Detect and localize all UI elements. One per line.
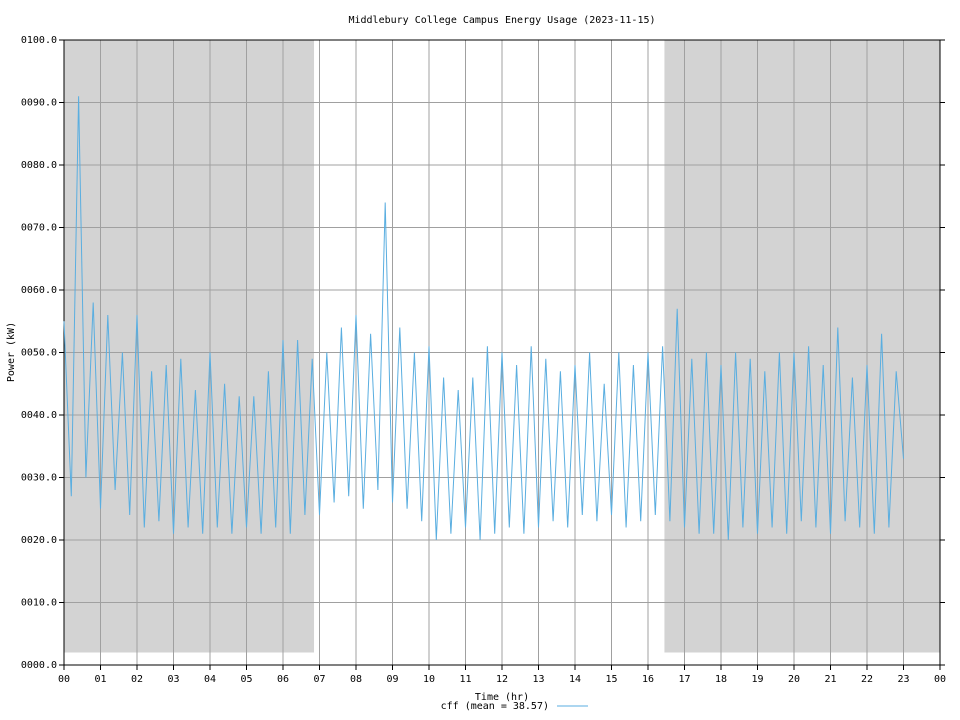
x-axis-label: Time (hr) <box>475 692 529 703</box>
y-axis-label: Power (kW) <box>6 322 17 382</box>
x-tick-label: 22 <box>861 674 873 685</box>
x-tick-label: 00 <box>58 674 70 685</box>
x-tick-label: 20 <box>788 674 800 685</box>
series-line <box>63 96 904 541</box>
x-tick-label: 09 <box>386 674 398 685</box>
y-tick-label: 0070.0 <box>21 223 57 234</box>
chart-title: Middlebury College Campus Energy Usage (… <box>348 15 655 26</box>
x-tick-label: 15 <box>605 674 617 685</box>
legend-label: cff (mean = 38.57) <box>441 701 549 712</box>
y-tick-label: 0090.0 <box>21 98 57 109</box>
x-tick-label: 11 <box>459 674 471 685</box>
x-tick-label: 00 <box>934 674 946 685</box>
y-tick-label: 0030.0 <box>21 473 57 484</box>
night-band <box>64 40 315 653</box>
x-tick-label: 23 <box>897 674 909 685</box>
y-tick-label: 0050.0 <box>21 348 57 359</box>
plot-frame <box>63 39 941 666</box>
x-tick-label: 05 <box>240 674 252 685</box>
x-tick-label: 07 <box>313 674 325 685</box>
y-tick-label: 0060.0 <box>21 285 57 296</box>
x-tick-label: 19 <box>751 674 763 685</box>
night-band <box>664 40 940 653</box>
x-tick-label: 18 <box>715 674 727 685</box>
y-tick-label: 0000.0 <box>21 660 57 671</box>
x-tick-label: 14 <box>569 674 581 685</box>
x-tick-label: 02 <box>131 674 143 685</box>
y-tick-label: 0020.0 <box>21 535 57 546</box>
x-tick-label: 06 <box>277 674 289 685</box>
x-tick-label: 08 <box>350 674 362 685</box>
x-tick-label: 13 <box>532 674 544 685</box>
y-tick-label: 0040.0 <box>21 410 57 421</box>
x-tick-label: 01 <box>94 674 106 685</box>
x-tick-label: 21 <box>824 674 836 685</box>
y-tick-label: 0100.0 <box>21 35 57 46</box>
x-tick-label: 16 <box>642 674 654 685</box>
x-tick-label: 10 <box>423 674 435 685</box>
x-tick-label: 04 <box>204 674 216 685</box>
x-tick-label: 17 <box>678 674 690 685</box>
x-tick-label: 03 <box>167 674 179 685</box>
y-tick-label: 0010.0 <box>21 598 57 609</box>
y-tick-label: 0080.0 <box>21 160 57 171</box>
x-tick-label: 12 <box>496 674 508 685</box>
